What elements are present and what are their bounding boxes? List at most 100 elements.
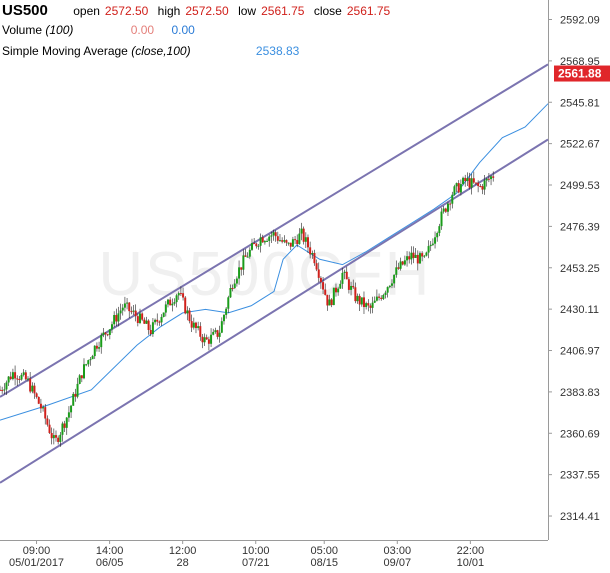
candle-body xyxy=(345,271,348,280)
candle-body xyxy=(123,303,126,308)
candle-body xyxy=(184,297,187,314)
candle-body xyxy=(199,326,202,337)
candle-body xyxy=(490,176,493,180)
x-tick-label-bottom: 05/01/2017 xyxy=(9,557,64,568)
candle-body xyxy=(108,329,111,335)
low-value: 2561.75 xyxy=(261,4,305,18)
candle-body xyxy=(50,432,53,439)
candle-body xyxy=(9,376,12,380)
candle-body xyxy=(294,239,297,241)
candle-body xyxy=(341,272,344,284)
candle-body xyxy=(16,378,19,380)
candle-body xyxy=(162,312,165,317)
last-price-tag-text: 2561.88 xyxy=(558,67,602,81)
candle-body xyxy=(80,375,83,379)
candle-body xyxy=(289,242,292,247)
candle-body xyxy=(214,330,217,332)
y-tick-label: 2314.41 xyxy=(560,511,600,523)
candle-body xyxy=(231,287,234,289)
candle-body xyxy=(136,316,139,323)
candle-body xyxy=(18,378,21,380)
y-tick-label: 2360.69 xyxy=(560,428,600,440)
candle-body xyxy=(276,236,279,241)
candle-body xyxy=(487,178,490,180)
candle-body xyxy=(373,300,376,303)
candle-body xyxy=(42,407,45,409)
x-tick-label-top: 12:00 xyxy=(169,545,197,557)
x-tick-label-top: 14:00 xyxy=(96,545,124,557)
candle-body xyxy=(98,347,101,349)
candle-body xyxy=(78,375,81,384)
candle-body xyxy=(26,378,29,380)
candle-body xyxy=(227,297,230,309)
legend-row-volume: Volume (100) 0.00 0.00 xyxy=(2,23,195,37)
x-tick-label-bottom: 10/01 xyxy=(457,557,485,568)
volume-value-1: 0.00 xyxy=(130,23,155,37)
candle-body xyxy=(457,183,460,193)
candle-body xyxy=(442,208,445,212)
candle-body xyxy=(455,183,458,187)
candle-body xyxy=(485,178,488,181)
candle-body xyxy=(192,322,195,328)
high-value: 2572.50 xyxy=(185,4,229,18)
candle-body xyxy=(375,296,378,301)
candle-body xyxy=(250,243,253,250)
candle-body xyxy=(229,287,232,298)
candle-body xyxy=(311,253,314,255)
candle-body xyxy=(235,278,238,284)
candle-body xyxy=(110,324,113,330)
candle-body xyxy=(384,292,387,295)
candle-body xyxy=(197,326,200,329)
candle-body xyxy=(121,307,124,311)
candle-body xyxy=(406,256,409,261)
candle-body xyxy=(274,232,277,237)
candle-body xyxy=(298,233,301,245)
candle-body xyxy=(1,389,4,391)
candle-body xyxy=(156,319,159,322)
candle-body xyxy=(343,271,346,273)
sma-param: (close,100) xyxy=(131,44,191,58)
candle-body xyxy=(207,339,210,344)
candle-body xyxy=(347,279,350,290)
candle-body xyxy=(248,249,251,257)
candle-body xyxy=(57,437,60,442)
candle-body xyxy=(408,256,411,260)
candle-body xyxy=(378,296,381,298)
candle-body xyxy=(85,364,88,366)
candle-body xyxy=(268,236,271,241)
legend-row-ohlc: US500 open 2572.50 high 2572.50 low 2561.75… xyxy=(2,2,396,19)
candle-body xyxy=(67,412,70,418)
y-tick-label: 2337.55 xyxy=(560,470,600,482)
candle-body xyxy=(416,254,419,264)
candle-body xyxy=(466,178,469,182)
candle-body xyxy=(259,237,262,246)
open-value: 2572.50 xyxy=(104,4,149,18)
candle-body xyxy=(399,261,402,269)
y-tick-label: 2406.97 xyxy=(560,346,600,358)
candle-body xyxy=(203,337,206,343)
legend-row-sma: Simple Moving Average (close,100) 2538.8… xyxy=(2,44,299,58)
candle-body xyxy=(291,239,294,247)
y-tick-label: 2453.25 xyxy=(560,263,600,275)
candle-body xyxy=(61,423,64,435)
candle-body xyxy=(388,285,391,288)
candle-body xyxy=(63,423,66,428)
candle-body xyxy=(39,403,42,409)
candle-body xyxy=(253,243,256,245)
candle-body xyxy=(95,345,98,349)
candle-body xyxy=(481,186,484,190)
candle-body xyxy=(395,267,398,275)
candle-body xyxy=(302,228,305,242)
candle-body xyxy=(33,385,36,394)
candle-body xyxy=(134,310,137,317)
candle-body xyxy=(52,435,55,439)
candle-body xyxy=(449,203,452,205)
candle-body xyxy=(459,184,462,193)
candle-body xyxy=(421,253,424,257)
candle-body xyxy=(315,263,318,270)
candle-body xyxy=(390,283,393,286)
candle-body xyxy=(444,208,447,212)
candle-body xyxy=(261,237,264,243)
